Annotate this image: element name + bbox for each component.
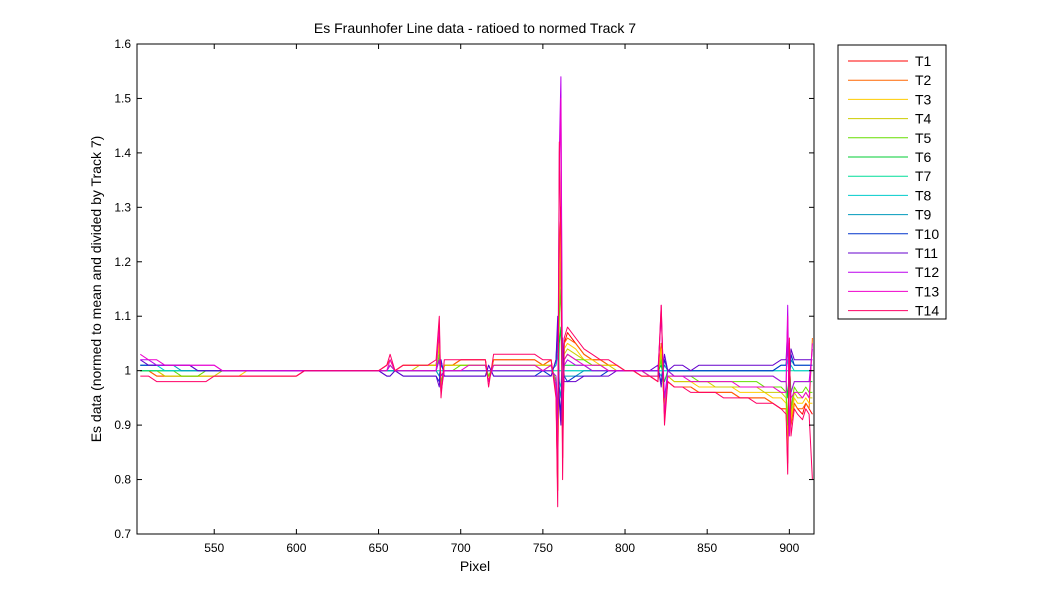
y-tick-label: 1.3 (114, 200, 131, 214)
series-line-t14 (140, 141, 813, 508)
x-tick-label: 700 (451, 541, 471, 555)
x-tick-label: 600 (286, 541, 306, 555)
legend-label-t7: T7 (915, 168, 932, 184)
x-tick-label: 850 (697, 541, 717, 555)
series-line-t13 (140, 97, 813, 470)
legend-label-t8: T8 (915, 187, 932, 203)
x-axis-label: Pixel (460, 558, 490, 574)
legend-label-t10: T10 (915, 226, 939, 242)
legend-label-t3: T3 (915, 91, 932, 107)
legend-box (837, 44, 947, 320)
legend-label-t11: T11 (915, 245, 938, 261)
y-tick-label: 1.2 (114, 255, 131, 269)
legend-label-t4: T4 (915, 111, 932, 127)
legend-label-t12: T12 (915, 264, 939, 280)
legend-label-t13: T13 (915, 283, 939, 299)
y-tick-label: 1.4 (114, 146, 131, 160)
legend-label-t1: T1 (915, 53, 932, 69)
y-tick-label: 0.7 (114, 527, 131, 541)
x-tick-label: 750 (533, 541, 553, 555)
series-layer (140, 76, 813, 508)
x-tick-label: 650 (369, 541, 389, 555)
y-tick-label: 0.8 (114, 473, 131, 487)
chart-title: Es Fraunhofer Line data - ratioed to nor… (314, 20, 636, 36)
x-tick-label: 800 (615, 541, 635, 555)
legend-label-t2: T2 (915, 72, 932, 88)
ticks-layer: 550 600 650 700 750 800 850 900 0.7 0.8 0.9 1 1.1 1.2… (114, 37, 814, 555)
y-tick-label: 0.9 (114, 418, 131, 432)
legend-label-t5: T5 (915, 130, 932, 146)
x-tick-label: 550 (204, 541, 224, 555)
plot-area (136, 43, 815, 535)
y-tick-label: 1 (124, 364, 131, 378)
y-tick-label: 1.1 (114, 309, 131, 323)
legend-label-t9: T9 (915, 207, 932, 223)
x-tick-label: 900 (779, 541, 799, 555)
y-tick-label: 1.5 (114, 91, 131, 105)
legend-label-t6: T6 (915, 149, 932, 165)
y-axis-label: Es data (normed to mean and divided by T… (88, 136, 104, 443)
y-tick-label: 1.6 (114, 37, 131, 51)
legend: T1 T2 T3 T4 T5 T6 T7 T8 T9 T10 T11 T12 T13 T14 (837, 44, 947, 320)
legend-label-t14: T14 (915, 303, 939, 319)
